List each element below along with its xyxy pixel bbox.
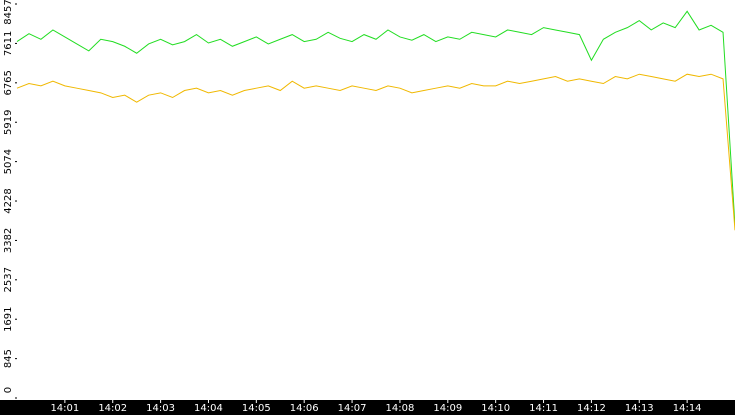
x-tick-label: 14:03 <box>146 403 175 414</box>
x-tick-label: 14:08 <box>386 403 415 414</box>
x-tick-label: 14:07 <box>338 403 367 414</box>
x-tick-label: 14:13 <box>625 403 654 414</box>
y-tick-label: 5074 <box>3 149 14 174</box>
y-tick-label: 8457 <box>3 0 14 25</box>
y-tick-label: 7611 <box>3 31 14 56</box>
y-tick-label: 6765 <box>3 70 14 95</box>
y-tick-label: 5919 <box>3 110 14 135</box>
series-line <box>16 73 735 231</box>
x-axis-band <box>0 400 735 415</box>
y-tick-label: 845 <box>3 349 14 368</box>
y-tick-label: 0 <box>3 387 14 393</box>
x-tick-label: 14:06 <box>290 403 319 414</box>
y-tick-label: 3382 <box>3 228 14 253</box>
x-tick-label: 14:09 <box>433 403 462 414</box>
x-tick-label: 14:05 <box>242 403 271 414</box>
x-tick-label: 14:01 <box>50 403 79 414</box>
y-tick-label: 1691 <box>3 306 14 331</box>
x-tick-label: 14:02 <box>98 403 127 414</box>
y-tick-label: 4228 <box>3 188 14 213</box>
x-tick-label: 14:04 <box>194 403 223 414</box>
x-tick-label: 14:14 <box>673 403 702 414</box>
x-tick-label: 14:11 <box>529 403 558 414</box>
x-tick-label: 14:10 <box>481 403 510 414</box>
series-line <box>16 10 735 226</box>
x-tick-label: 14:12 <box>577 403 606 414</box>
y-tick-label: 2537 <box>3 267 14 292</box>
